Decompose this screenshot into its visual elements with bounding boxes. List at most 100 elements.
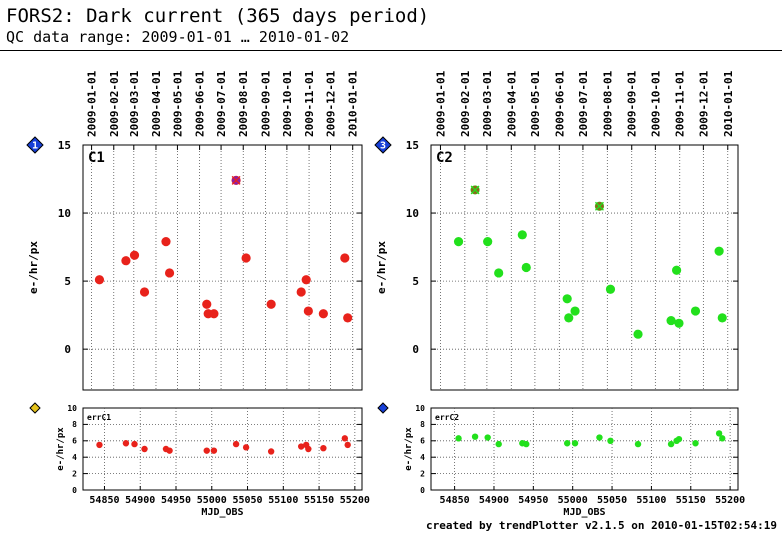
data-point [343,313,353,323]
panel-label: errC1 [87,413,111,422]
y-tick-label: 5 [412,275,419,288]
data-point [715,430,723,437]
data-point [96,441,103,449]
date-tick-label: 2009-03-01 [128,70,141,137]
header-divider [0,50,782,51]
date-tick-label: 2010-01-01 [722,70,735,137]
data-point [267,448,275,455]
date-tick-label: 2009-01-01 [86,70,99,137]
data-point [301,275,311,285]
data-point [667,440,675,448]
date-tick-label: 2009-03-01 [481,70,494,137]
data-point [471,433,479,440]
data-point [674,318,684,328]
y-axis-label: e-/hr/px [404,427,414,471]
date-tick-label: 2009-02-01 [459,70,472,137]
data-point [242,444,250,451]
footer-credit: created by trendPlotter v2.1.5 on 2010-0… [426,519,777,532]
data-point [675,435,683,443]
y-tick-label: 10 [406,207,419,220]
data-point [666,315,676,326]
data-point [129,250,140,260]
date-tick-label: 2009-09-01 [259,70,272,137]
data-point [320,444,327,452]
date-tick-label: 2009-10-01 [281,70,294,137]
data-point [122,440,130,447]
y-axis-label: e-/hr/px [27,241,40,294]
y-tick-label: 4 [420,453,425,462]
panel-badge-icon [26,136,44,154]
x-tick-label: 55050 [597,495,627,506]
data-point [297,443,305,450]
data-point [719,435,726,442]
data-point [562,294,572,304]
date-tick-label: 2009-12-01 [697,70,710,137]
x-tick-label: 55000 [197,495,227,506]
x-tick-label: 54850 [89,495,119,506]
date-tick-label: 2009-12-01 [325,70,338,137]
y-tick-label: 2 [420,469,425,478]
date-tick-label: 2010-01-01 [347,70,360,137]
y-tick-label: 6 [72,437,77,446]
data-point [714,246,724,256]
y-tick-label: 0 [412,343,419,356]
x-tick-label: 55100 [636,495,666,506]
date-tick-label: 2009-10-01 [649,70,662,137]
y-tick-label: 8 [420,420,425,429]
data-point [139,287,150,297]
data-point [633,329,643,339]
y-tick-label: 10 [415,404,425,413]
data-point [164,268,175,278]
panel-badge-icon [29,402,41,414]
data-point [495,440,502,448]
data-point [303,306,313,316]
y-tick-label: 15 [58,139,71,152]
y-tick-label: 4 [72,453,77,462]
y-tick-label: 8 [72,420,77,429]
x-tick-label: 55150 [304,495,334,506]
panel-badge-icon [374,136,392,154]
plot-frame [82,144,363,391]
x-axis-label: MJD_OBS [563,507,605,518]
data-point [232,440,240,448]
y-axis-label: e-/hr/px [56,427,66,471]
data-point [483,237,493,247]
date-tick-label: 2009-07-01 [577,70,590,137]
data-point [305,445,312,453]
date-tick-label: 2009-08-01 [237,70,250,137]
x-tick-label: 55200 [340,495,370,506]
date-tick-label: 2009-05-01 [529,70,542,137]
date-tick-label: 2009-11-01 [674,70,687,137]
data-point [453,237,464,247]
y-tick-label: 15 [406,139,419,152]
x-tick-label: 54900 [479,495,509,506]
x-tick-label: 55200 [715,495,745,506]
outlier-marker [231,175,241,185]
plot-frame [430,144,739,391]
panel-label: errC2 [435,413,459,422]
data-point [672,265,682,275]
data-point [94,275,105,285]
panel-label: C1 [88,150,105,166]
data-point [266,299,276,309]
y-tick-label: 0 [64,343,71,356]
date-tick-label: 2009-11-01 [303,70,316,137]
date-tick-label: 2009-05-01 [171,70,184,137]
data-point [634,440,642,448]
date-tick-label: 2009-07-01 [215,70,228,137]
data-point [318,309,328,319]
date-tick-label: 2009-06-01 [553,70,566,137]
data-point [202,299,212,309]
data-point [517,230,527,240]
panel-badge-icon [377,402,389,414]
data-point [690,306,701,316]
data-point [563,440,571,447]
data-point [455,435,462,442]
page-subtitle: QC data range: 2009-01-01 … 2010-01-02 [6,28,350,46]
date-tick-label: 2009-04-01 [150,70,163,137]
y-axis-label: e-/hr/px [375,241,388,294]
x-tick-label: 54950 [518,495,548,506]
date-tick-label: 2009-02-01 [108,70,121,137]
x-tick-label: 55100 [268,495,298,506]
data-point [340,253,350,263]
